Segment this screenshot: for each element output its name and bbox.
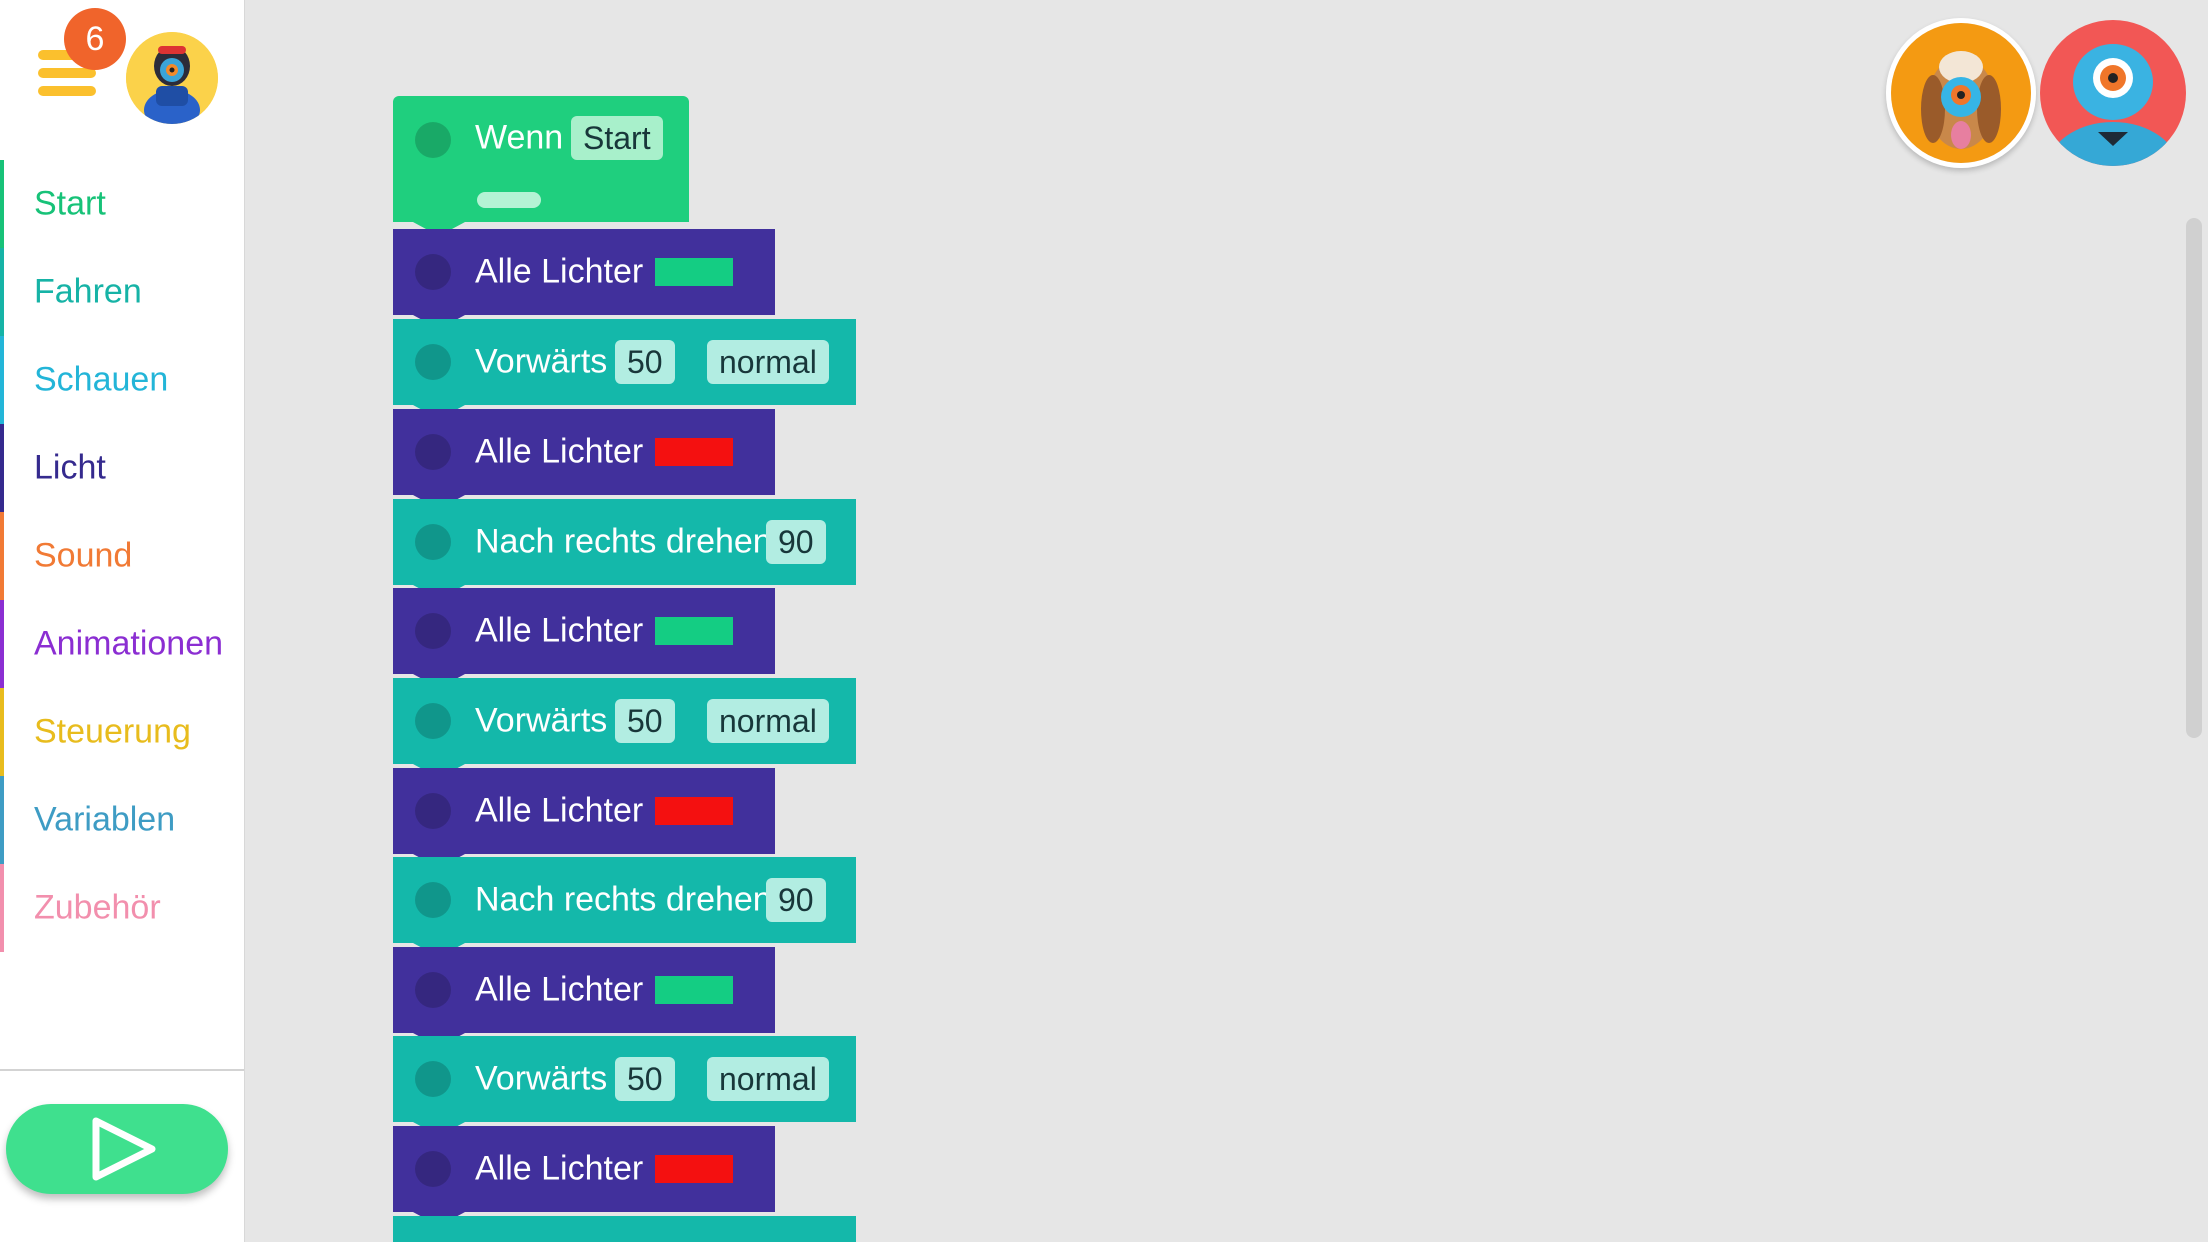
start-block-label: Wenn [475, 118, 564, 157]
category-label: Start [34, 184, 106, 223]
block-label: Nach rechts drehen [475, 522, 772, 561]
category-label: Zubehör [34, 888, 161, 927]
category-label: Schauen [34, 360, 169, 399]
block-dot [415, 613, 451, 649]
category-sidebar: 6 Start Fahren Schauen Licht Sound Anima… [0, 0, 245, 1242]
dog-with-robot-icon [1891, 23, 2031, 163]
hamburger-menu-icon [38, 50, 96, 60]
sidebar-divider [0, 1069, 244, 1071]
light-color-swatch[interactable] [655, 617, 733, 645]
light-color-swatch[interactable] [655, 797, 733, 825]
angle-field[interactable]: 90 [766, 878, 826, 922]
light-color-swatch[interactable] [655, 438, 733, 466]
block-label: Vorwärts [475, 701, 608, 740]
lights-block[interactable]: Alle Lichter [393, 229, 775, 329]
block-label: Alle Lichter [475, 1149, 644, 1188]
speed-field[interactable]: normal [707, 1057, 829, 1101]
category-licht[interactable]: Licht [0, 424, 245, 512]
block-label: Vorwärts [475, 1059, 608, 1098]
category-animationen[interactable]: Animationen [0, 600, 245, 688]
hamburger-bar [38, 86, 96, 96]
run-program-button[interactable] [6, 1104, 228, 1194]
vertical-scrollbar[interactable] [2186, 218, 2202, 738]
category-zubehoer[interactable]: Zubehör [0, 864, 245, 952]
notification-badge[interactable]: 6 [64, 8, 126, 70]
category-label: Sound [34, 536, 133, 575]
distance-field[interactable]: 50 [615, 340, 675, 384]
category-label: Licht [34, 448, 106, 487]
block-label: Nach rechts drehen [475, 880, 772, 919]
turn-right-block[interactable]: Nach rechts drehen 90 [393, 499, 856, 599]
user-avatar-icon [126, 32, 218, 124]
lights-block[interactable]: Alle Lichter [393, 588, 775, 688]
category-variablen[interactable]: Variablen [0, 776, 245, 864]
turn-right-block[interactable]: Nach rechts drehen 90 [393, 857, 856, 957]
speed-field[interactable]: normal [707, 340, 829, 384]
lights-block[interactable]: Alle Lichter [393, 409, 775, 509]
category-start[interactable]: Start [0, 160, 245, 248]
light-color-swatch[interactable] [655, 976, 733, 1004]
block-dot [415, 122, 451, 158]
category-schauen[interactable]: Schauen [0, 336, 245, 424]
block-dot [415, 254, 451, 290]
distance-field[interactable]: 50 [615, 699, 675, 743]
category-label: Variablen [34, 800, 176, 839]
category-steuerung[interactable]: Steuerung [0, 688, 245, 776]
start-block-handle[interactable] [477, 192, 541, 208]
play-icon [92, 1117, 156, 1181]
block-label: Alle Lichter [475, 970, 644, 1009]
block-dot [415, 1151, 451, 1187]
block-label: Alle Lichter [475, 611, 644, 650]
block-dot [415, 882, 451, 918]
dash-robot-icon [2040, 20, 2186, 166]
drive-block-partial[interactable] [393, 1216, 856, 1242]
block-dot [415, 434, 451, 470]
block-dot [415, 524, 451, 560]
drive-forward-block[interactable]: Vorwärts 50 normal [393, 678, 856, 778]
category-label: Fahren [34, 272, 142, 311]
lights-block[interactable]: Alle Lichter [393, 947, 775, 1047]
block-label: Vorwärts [475, 342, 608, 381]
user-avatar[interactable] [126, 32, 218, 124]
distance-field[interactable]: 50 [615, 1057, 675, 1101]
dash-robot-avatar[interactable] [2040, 20, 2186, 166]
drive-forward-block[interactable]: Vorwärts 50 normal [393, 319, 856, 419]
block-dot [415, 703, 451, 739]
speed-field[interactable]: normal [707, 699, 829, 743]
hamburger-bar [38, 68, 96, 78]
light-color-swatch[interactable] [655, 1155, 733, 1183]
drive-forward-block[interactable]: Vorwärts 50 normal [393, 1036, 856, 1136]
block-label: Alle Lichter [475, 252, 644, 291]
lights-block[interactable]: Alle Lichter [393, 1126, 775, 1226]
block-dot [415, 344, 451, 380]
block-label: Alle Lichter [475, 791, 644, 830]
start-block[interactable]: Wenn Start [393, 96, 689, 236]
lights-block[interactable]: Alle Lichter [393, 768, 775, 868]
menu-button[interactable] [34, 44, 98, 102]
block-label: Alle Lichter [475, 432, 644, 471]
block-dot [415, 1061, 451, 1097]
start-trigger-field[interactable]: Start [571, 116, 663, 160]
category-sound[interactable]: Sound [0, 512, 245, 600]
angle-field[interactable]: 90 [766, 520, 826, 564]
block-dot [415, 972, 451, 1008]
dog-robot-avatar[interactable] [1886, 18, 2036, 168]
block-dot [415, 793, 451, 829]
category-label: Steuerung [34, 712, 191, 751]
category-fahren[interactable]: Fahren [0, 248, 245, 336]
category-label: Animationen [34, 624, 224, 663]
light-color-swatch[interactable] [655, 258, 733, 286]
